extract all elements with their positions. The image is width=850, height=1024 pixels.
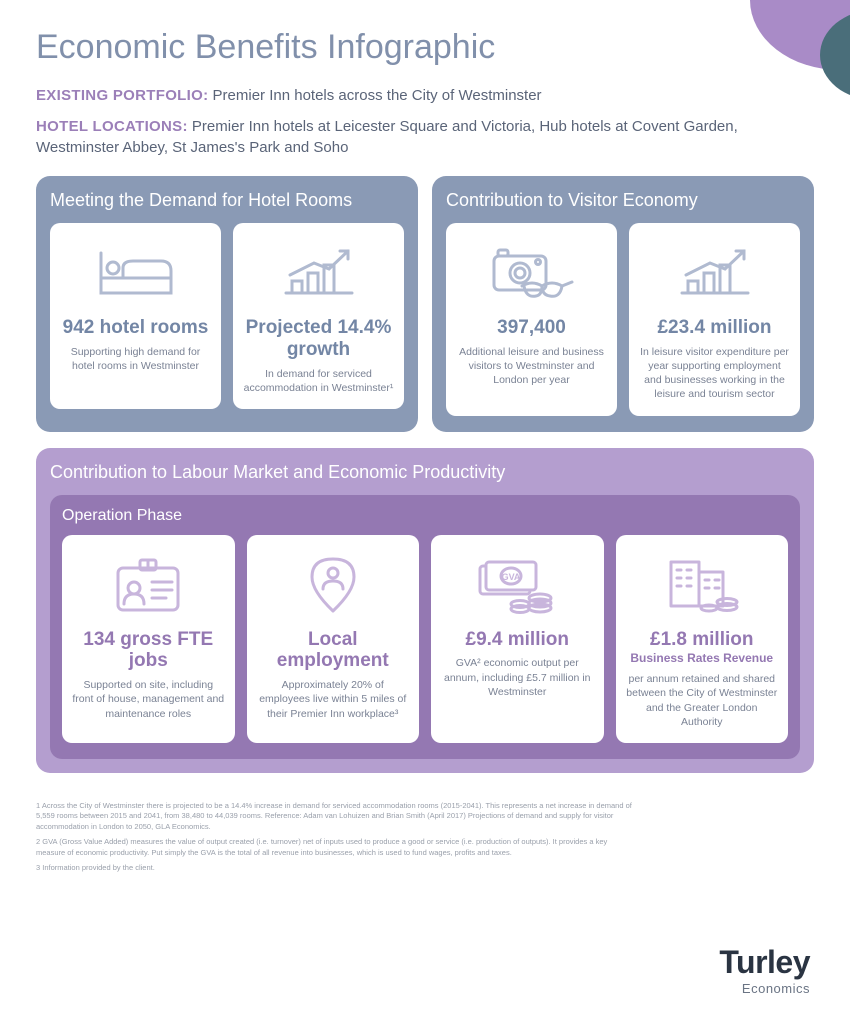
card-headline: Local employment — [257, 629, 410, 673]
location-person-icon — [257, 549, 410, 621]
panel-labour-title: Contribution to Labour Market and Econom… — [50, 462, 800, 483]
card-desc: Additional leisure and business visitors… — [456, 345, 607, 388]
card-desc: In demand for serviced accommodation in … — [243, 367, 394, 395]
card-desc: Supported on site, including front of ho… — [72, 678, 225, 721]
svg-text:GVA: GVA — [502, 572, 521, 582]
footnote-3: 3 Information provided by the client. — [36, 863, 636, 874]
portfolio-text: Premier Inn hotels across the City of We… — [213, 87, 542, 104]
id-badge-icon — [72, 549, 225, 621]
camera-sunglasses-icon — [456, 237, 607, 309]
card-headline: 397,400 — [497, 317, 566, 339]
money-coins-icon: GVA — [441, 549, 594, 621]
logo-main: Turley — [719, 944, 810, 981]
growth-chart-icon — [243, 237, 394, 309]
card-desc: Approximately 20% of employees live with… — [257, 678, 410, 721]
card-business-rates: £1.8 million Business Rates Revenue per … — [616, 535, 789, 743]
card-headline-b: Business Rates Revenue — [630, 652, 773, 666]
card-gva: GVA £9.4 million GVA² economic output pe… — [431, 535, 604, 743]
panel-labour-subtitle: Operation Phase — [62, 507, 788, 525]
growth-chart-icon — [639, 237, 790, 309]
card-headline: £23.4 million — [657, 317, 771, 339]
card-headline: 134 gross FTE jobs — [72, 629, 225, 673]
card-fte-jobs: 134 gross FTE jobs Supported on site, in… — [62, 535, 235, 743]
portfolio-line: EXISTING PORTFOLIO: Premier Inn hotels a… — [36, 85, 814, 106]
page-title: Economic Benefits Infographic — [36, 28, 814, 67]
card-headline: Projected 14.4% growth — [243, 317, 394, 361]
card-local-employment: Local employment Approximately 20% of em… — [247, 535, 420, 743]
panel-demand: Meeting the Demand for Hotel Rooms — [36, 176, 418, 432]
locations-line: HOTEL LOCATIONS: Premier Inn hotels at L… — [36, 116, 814, 158]
panel-demand-title: Meeting the Demand for Hotel Rooms — [50, 190, 404, 211]
card-desc: per annum retained and shared between th… — [626, 672, 779, 729]
card-growth: Projected 14.4% growth In demand for ser… — [233, 223, 404, 409]
building-coins-icon — [626, 549, 779, 621]
panel-visitor-title: Contribution to Visitor Economy — [446, 190, 800, 211]
card-desc: Supporting high demand for hotel rooms i… — [60, 345, 211, 373]
footnote-1: 1 Across the City of Westminster there i… — [36, 801, 636, 833]
logo-sub: Economics — [719, 981, 810, 996]
logo: Turley Economics — [719, 944, 810, 996]
card-desc: In leisure visitor expenditure per year … — [639, 345, 790, 402]
portfolio-label: EXISTING PORTFOLIO: — [36, 87, 208, 104]
bed-icon — [60, 237, 211, 309]
card-desc: GVA² economic output per annum, includin… — [441, 656, 594, 699]
decorative-corner-blob — [710, 0, 850, 120]
footnotes: 1 Across the City of Westminster there i… — [36, 801, 636, 874]
locations-label: HOTEL LOCATIONS: — [36, 118, 188, 135]
card-headline: £9.4 million — [466, 629, 569, 651]
panel-labour-inner: Operation Phase — [50, 495, 800, 759]
card-headline-a: £1.8 million — [650, 629, 753, 651]
card-visitors: 397,400 Additional leisure and business … — [446, 223, 617, 416]
card-hotel-rooms: 942 hotel rooms Supporting high demand f… — [50, 223, 221, 409]
panel-labour: Contribution to Labour Market and Econom… — [36, 448, 814, 773]
footnote-2: 2 GVA (Gross Value Added) measures the v… — [36, 837, 636, 858]
card-expenditure: £23.4 million In leisure visitor expendi… — [629, 223, 800, 416]
card-headline: 942 hotel rooms — [63, 317, 209, 339]
panel-visitor: Contribution to Visitor Economy — [432, 176, 814, 432]
